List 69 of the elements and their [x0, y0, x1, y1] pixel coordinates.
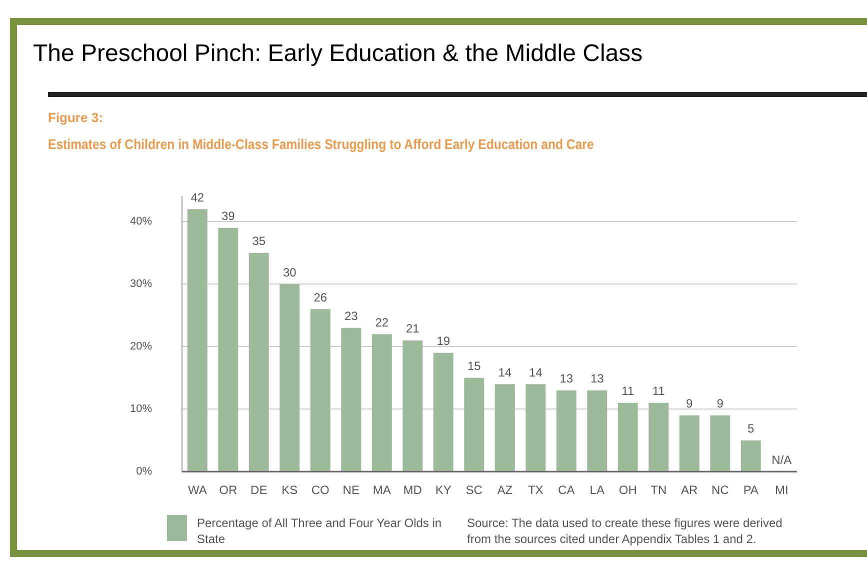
text: N/A	[772, 452, 792, 467]
data-label: 42	[190, 190, 204, 204]
data-label: 23	[344, 309, 358, 324]
x-tick-label: MI	[774, 483, 788, 498]
x-tick-label: SC	[466, 483, 483, 498]
x-tick-label: CO	[311, 483, 330, 498]
bar	[679, 415, 700, 472]
bar	[556, 390, 576, 472]
data-label: 14	[498, 365, 512, 380]
y-tick-label: 20%	[130, 340, 152, 353]
bar	[433, 352, 454, 472]
x-tick-label: OH	[618, 483, 637, 498]
x-tick-label: OR	[219, 483, 238, 498]
data-label: 13	[560, 372, 574, 386]
bar	[740, 440, 761, 472]
data-label: 26	[314, 290, 328, 304]
x-tick-label: AR	[681, 483, 698, 498]
bar	[248, 252, 269, 472]
data-label: 11	[652, 384, 666, 398]
x-tick-label: LA	[590, 483, 604, 498]
bar	[526, 384, 546, 472]
x-tick-label: TX	[528, 483, 544, 498]
bar	[372, 334, 392, 472]
x-tick-label: TN	[650, 483, 667, 498]
bar	[310, 309, 330, 472]
data-label: 9	[686, 396, 694, 411]
bar	[494, 384, 515, 472]
x-tick-label: NC	[711, 483, 730, 498]
bar	[402, 340, 423, 472]
data-label: 15	[467, 359, 482, 374]
bar	[464, 378, 484, 472]
data-label: 39	[221, 209, 236, 224]
data-label: 5	[748, 422, 755, 436]
x-tick-label: NE	[342, 483, 360, 498]
x-tick-label: CA	[558, 483, 575, 498]
legend-label: Percentage of All Three and Four Year Olds in State	[197, 515, 443, 547]
y-tick-label: 40%	[130, 216, 152, 228]
bar	[618, 402, 638, 472]
bar	[341, 328, 362, 472]
y-tick-label: 10%	[130, 403, 152, 416]
bar	[218, 228, 238, 472]
data-label: 22	[375, 315, 389, 330]
bar	[648, 402, 669, 472]
y-tick-label: 30%	[130, 278, 152, 290]
bar	[280, 284, 300, 472]
x-tick-label: MA	[372, 483, 391, 498]
x-tick-label: PA	[743, 483, 758, 498]
chart-subtitle: Estimates of Children in Middle-Class Families Struggling to Afford Early Education and Care	[48, 136, 594, 152]
source-note: Source: The data used to create these figures were derived from the sources cited under Appendix Tables 1 and 2.	[467, 515, 784, 547]
data-label: 35	[252, 234, 266, 248]
y-tick-label: 0%	[136, 466, 152, 478]
x-tick-label: AZ	[497, 483, 513, 498]
data-label: 19	[436, 334, 450, 348]
bar	[587, 390, 608, 472]
caption: Figure 3:	[48, 110, 103, 125]
bar	[187, 209, 208, 472]
data-label: 13	[590, 372, 604, 386]
chart-title: The Preschool Pinch: Early Education & the Middle Class	[33, 40, 643, 68]
x-tick-label: KY	[435, 483, 452, 498]
data-label: 9	[716, 396, 724, 411]
x-tick-label: KS	[282, 483, 298, 498]
data-label: 11	[622, 384, 634, 398]
x-tick-label: DE	[250, 483, 268, 498]
data-label: 30	[282, 265, 297, 280]
x-tick-label: WA	[188, 483, 207, 498]
x-tick-label: MD	[403, 483, 422, 498]
data-label: 21	[406, 322, 420, 336]
data-label: 14	[528, 365, 543, 380]
bar	[710, 415, 730, 472]
